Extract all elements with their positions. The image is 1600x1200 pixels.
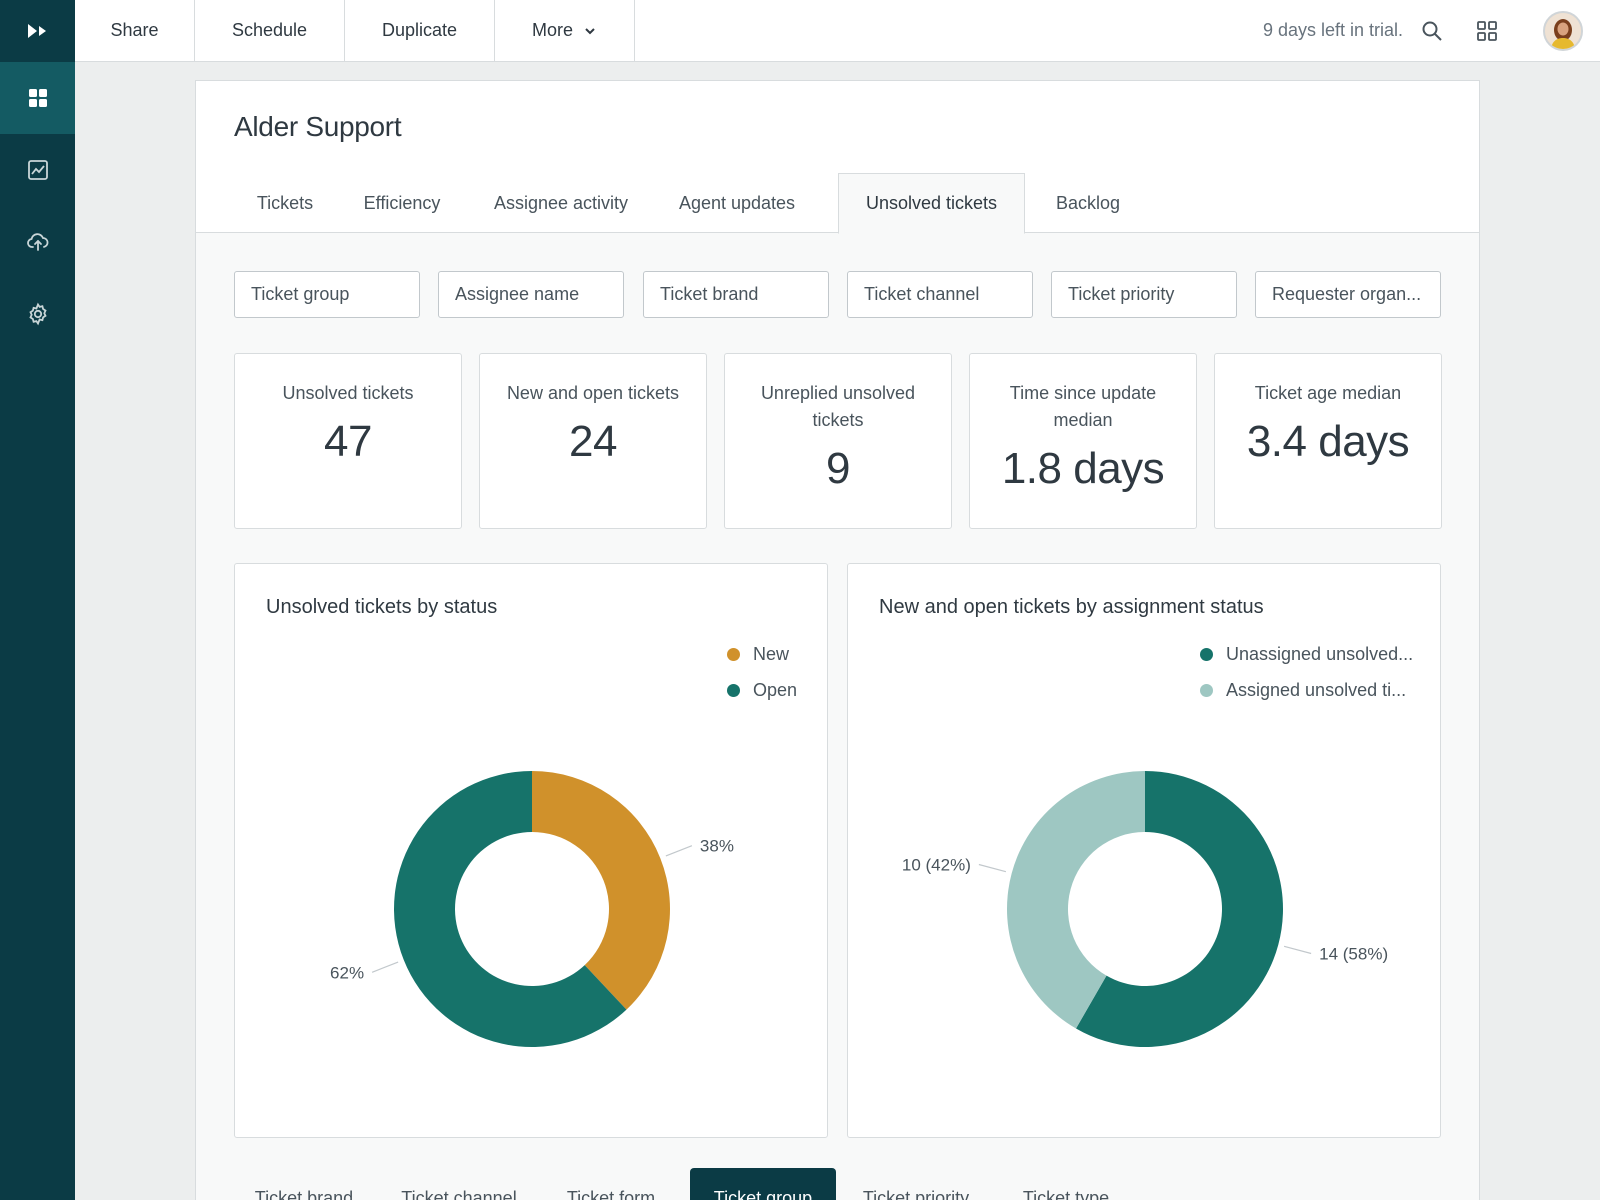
- legend-dot: [1200, 683, 1213, 697]
- chart-card-assignment: 14 (58%) 10 (42%) New and open tickets by…: [847, 563, 1441, 1138]
- kpi-label: New and open tickets: [506, 383, 680, 403]
- kpi-value: 3.4 days: [1246, 417, 1410, 466]
- schedule-button[interactable]: Schedule: [195, 0, 345, 61]
- play-forward-icon: [27, 24, 46, 38]
- kpi-value: 47: [324, 417, 372, 466]
- tab-assignee-activity[interactable]: Assignee activity: [493, 192, 629, 213]
- slice-data-label: 14 (58%): [1319, 945, 1388, 964]
- chart-title: New and open tickets by assignment statu…: [879, 596, 1264, 618]
- avatar-icon: [1545, 13, 1581, 49]
- label-leader-line: [978, 863, 1007, 873]
- donut-slice[interactable]: [1007, 771, 1145, 1029]
- slice-data-label: 62%: [330, 963, 364, 982]
- cloud-upload-icon: [26, 233, 48, 251]
- kpi-card: Ticket age median 3.4 days: [1214, 353, 1442, 529]
- donut-chart-status: 38% 62%: [330, 771, 734, 1047]
- filter-ticket-brand[interactable]: Ticket brand: [643, 271, 829, 318]
- tab-tickets[interactable]: Tickets: [256, 192, 314, 213]
- search-icon: [1422, 21, 1442, 41]
- label-leader-line: [371, 961, 399, 973]
- topbar: Share Schedule Duplicate More 9 days lef…: [75, 0, 1600, 62]
- label-leader-line: [1283, 945, 1312, 955]
- kpi-card: Unsolved tickets 47: [234, 353, 462, 529]
- bottom-tab-ticket-group[interactable]: Ticket group: [690, 1168, 836, 1200]
- kpi-label: Ticket age median: [1254, 383, 1402, 403]
- donut-slice[interactable]: [1076, 771, 1283, 1047]
- legend-dot: [727, 647, 740, 661]
- more-button[interactable]: More: [495, 0, 635, 61]
- legend-dot: [727, 683, 740, 697]
- tab-backlog[interactable]: Backlog: [1055, 192, 1121, 213]
- bottom-tab-ticket-brand[interactable]: Ticket brand: [254, 1188, 354, 1200]
- filter-ticket-channel[interactable]: Ticket channel: [847, 271, 1033, 318]
- legend-item-unassigned[interactable]: Unassigned unsolved...: [1200, 636, 1413, 672]
- legend-item-open[interactable]: Open: [727, 672, 797, 708]
- panel-header: Alder Support Tickets Efficiency Assigne…: [196, 81, 1479, 234]
- sidebar-item-settings[interactable]: [0, 278, 75, 350]
- page-title: Alder Support: [234, 111, 402, 142]
- apps-grid-icon: [1477, 21, 1497, 41]
- chart-title: Unsolved tickets by status: [266, 596, 498, 618]
- label-leader-line: [665, 845, 693, 857]
- share-button[interactable]: Share: [75, 0, 195, 61]
- donut-chart-assignment: 14 (58%) 10 (42%): [902, 771, 1388, 1047]
- tab-agent-updates[interactable]: Agent updates: [678, 192, 796, 213]
- sidebar-item-upload[interactable]: [0, 206, 75, 278]
- chart-icon: [27, 160, 48, 180]
- bottom-tab-ticket-channel[interactable]: Ticket channel: [401, 1188, 517, 1200]
- bottom-tab-ticket-form[interactable]: Ticket form: [566, 1188, 656, 1200]
- donut-slice[interactable]: [394, 771, 627, 1047]
- tab-efficiency[interactable]: Efficiency: [363, 192, 441, 213]
- filter-ticket-priority[interactable]: Ticket priority: [1051, 271, 1237, 318]
- chart-legend: New Open: [727, 636, 797, 708]
- slice-data-label: 38%: [700, 837, 734, 856]
- legend-dot: [1200, 647, 1213, 661]
- bottom-tab-ticket-type[interactable]: Ticket type: [1022, 1188, 1110, 1200]
- legend-item-new[interactable]: New: [727, 636, 797, 672]
- kpi-label: Unsolved tickets: [282, 383, 414, 403]
- user-avatar[interactable]: [1543, 11, 1583, 51]
- grid-icon: [28, 89, 47, 107]
- product-logo[interactable]: [0, 0, 75, 62]
- kpi-label: Time since update median: [1009, 383, 1157, 430]
- filter-assignee-name[interactable]: Assignee name: [438, 271, 624, 318]
- apps-button[interactable]: [1474, 18, 1500, 44]
- slice-data-label: 10 (42%): [902, 855, 971, 874]
- kpi-value: 24: [569, 417, 617, 466]
- sidebar-item-dashboard[interactable]: [0, 62, 75, 134]
- kpi-card: Time since update median 1.8 days: [969, 353, 1197, 529]
- sidebar: [0, 0, 75, 1200]
- chevron-down-icon: [585, 27, 595, 34]
- legend-item-assigned[interactable]: Assigned unsolved ti...: [1200, 672, 1413, 708]
- filter-ticket-group[interactable]: Ticket group: [234, 271, 420, 318]
- kpi-label: Unreplied unsolved tickets: [760, 383, 916, 430]
- filter-requester-organization[interactable]: Requester organ...: [1255, 271, 1441, 318]
- gear-icon: [28, 302, 47, 326]
- donut-slice[interactable]: [532, 771, 670, 1010]
- search-button[interactable]: [1419, 18, 1445, 44]
- dashboard-panel: Alder Support Tickets Efficiency Assigne…: [195, 80, 1480, 1200]
- duplicate-button[interactable]: Duplicate: [345, 0, 495, 61]
- kpi-card: Unreplied unsolved tickets 9: [724, 353, 952, 529]
- chart-card-status: 38% 62% Unsolved tickets by status New Op…: [234, 563, 828, 1138]
- kpi-card: New and open tickets 24: [479, 353, 707, 529]
- sidebar-item-reports[interactable]: [0, 134, 75, 206]
- bottom-tab-ticket-priority[interactable]: Ticket priority: [862, 1188, 970, 1200]
- trial-notice: 9 days left in trial.: [1262, 20, 1403, 40]
- kpi-value: 1.8 days: [1001, 444, 1165, 493]
- chart-legend: Unassigned unsolved... Assigned unsolved…: [1200, 636, 1413, 708]
- tab-unsolved-tickets[interactable]: Unsolved tickets: [838, 173, 1025, 234]
- kpi-value: 9: [826, 444, 850, 493]
